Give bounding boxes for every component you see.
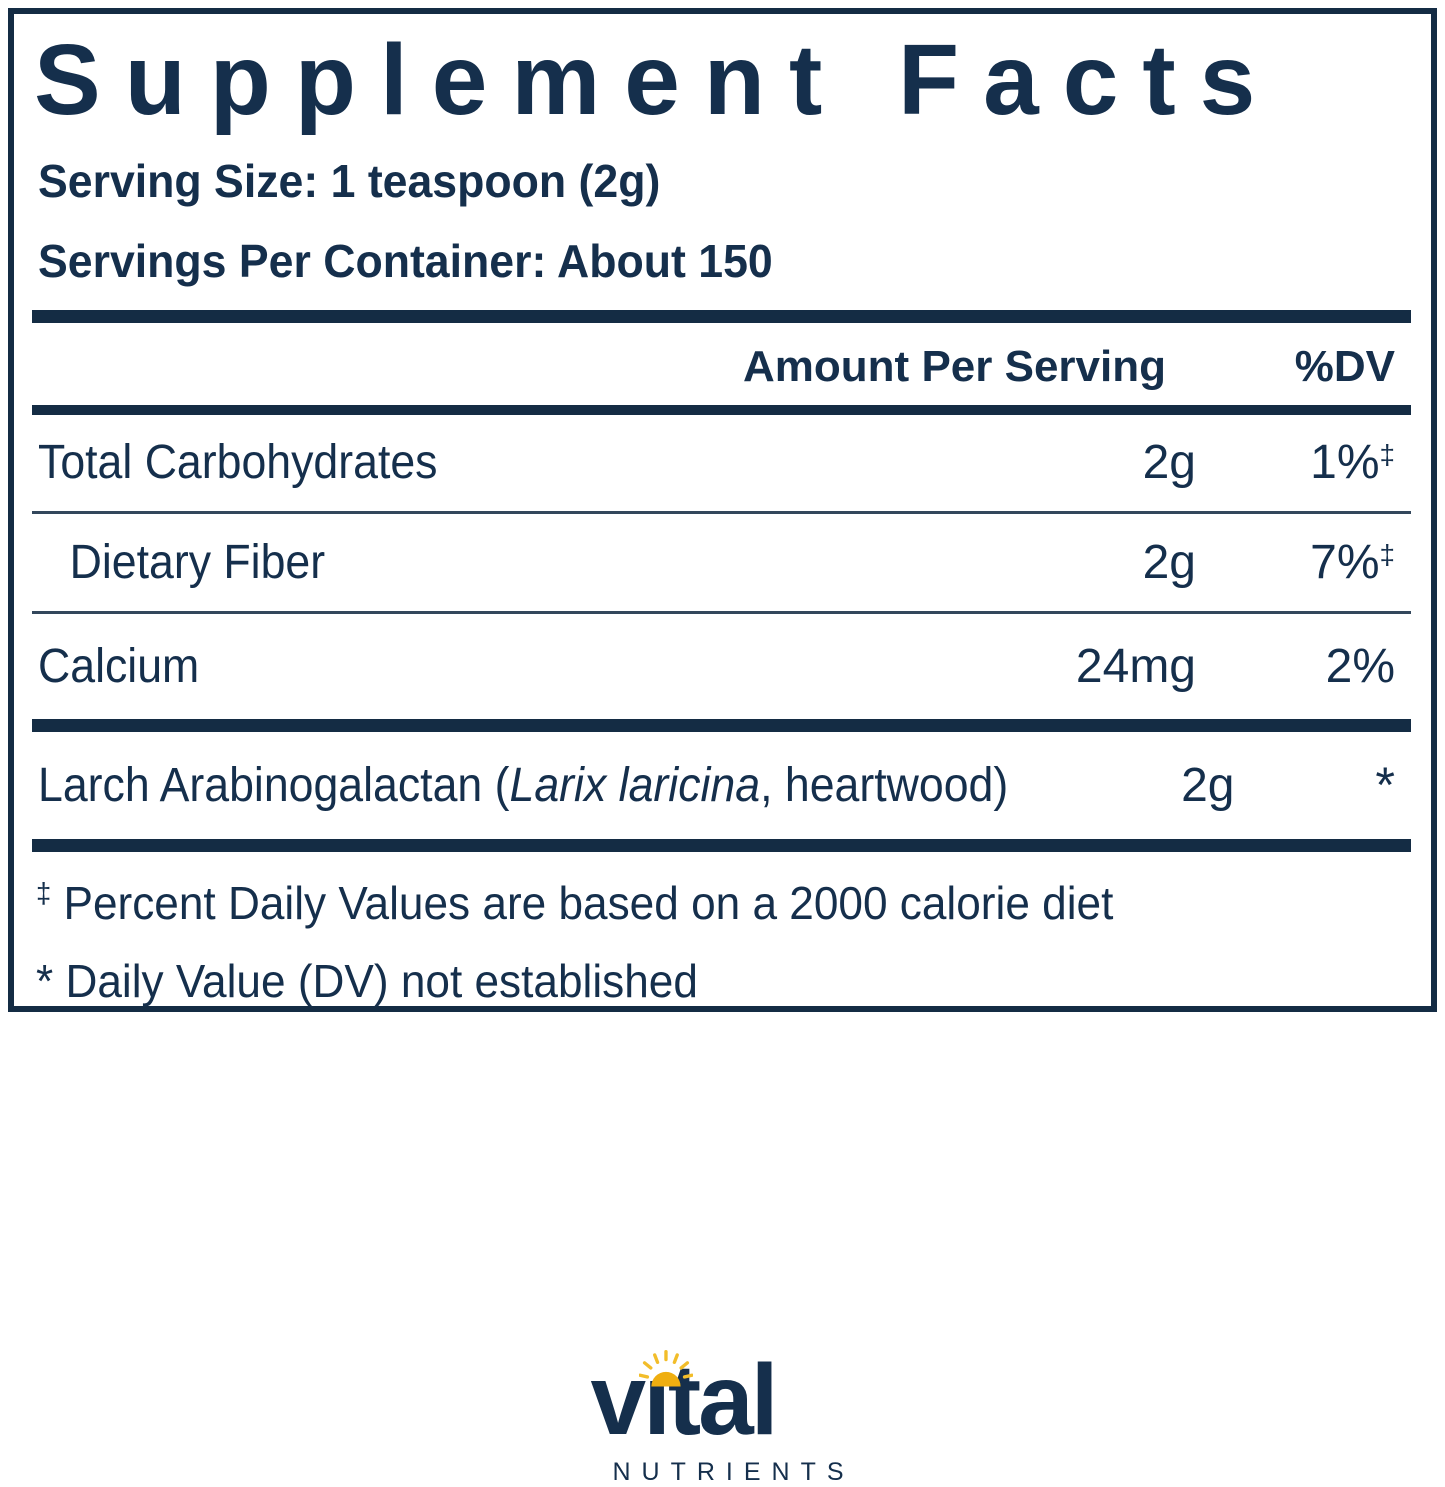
dv-value: 1%	[1310, 436, 1380, 489]
nutrient-dv: 1%‡	[1196, 439, 1411, 487]
dv-value: 2%	[1325, 639, 1395, 693]
brand-wordmark-wrap: vıtal	[590, 1349, 779, 1450]
nutrient-amount: 2g	[1142, 535, 1196, 589]
percent-dv-header: %DV	[1294, 342, 1395, 391]
nutrient-name: Dietary Fiber	[69, 535, 326, 589]
ingredient-amount: 2g	[1181, 758, 1235, 812]
ingredient-dv: *	[1235, 759, 1412, 811]
ingredient-latin-name: Larix laricina	[509, 758, 761, 812]
sun-icon	[638, 1349, 693, 1387]
nutrient-dv: 7%‡	[1196, 535, 1411, 589]
divider-thick-middle	[32, 719, 1411, 732]
supplement-facts-panel: Supplement Facts Serving Size: 1 teaspoo…	[8, 8, 1437, 1012]
table-row-larch-arabinogalactan: Larch Arabinogalactan (Larix laricina, h…	[32, 732, 1411, 839]
table-row-total-carbohydrates: Total Carbohydrates 2g 1%‡	[32, 415, 1411, 511]
divider-thick-bottom	[32, 839, 1411, 852]
divider-under-header	[32, 405, 1411, 415]
dv-asterisk: *	[1375, 756, 1395, 813]
footnote-percent-dv: ‡ Percent Daily Values are based on a 20…	[36, 880, 1356, 926]
brand-logo: vıtal NUTRIENTS	[590, 1349, 855, 1487]
serving-size-line: Serving Size: 1 teaspoon (2g)	[38, 155, 661, 207]
brand-subtext: NUTRIENTS	[612, 1458, 855, 1486]
nutrient-amount: 2g	[1142, 436, 1196, 489]
footnote-mark-doubledagger: ‡	[36, 878, 52, 910]
nutrient-name: Calcium	[38, 639, 200, 693]
footnote-dv-not-established: * Daily Value (DV) not established	[36, 958, 1356, 1004]
divider-thin-2	[32, 611, 1411, 614]
dv-value: 7%	[1310, 535, 1380, 589]
table-header-row: Amount Per Serving %DV	[32, 323, 1411, 389]
nutrient-dv: 2%	[1196, 639, 1411, 693]
servings-per-container-line: Servings Per Container: About 150	[38, 235, 773, 287]
dv-footnote-mark: ‡	[1379, 538, 1395, 570]
nutrient-name: Total Carbohydrates	[38, 436, 438, 489]
ingredient-name-prefix: Larch Arabinogalactan (	[38, 758, 510, 812]
footnote-text: Daily Value (DV) not established	[65, 955, 698, 1007]
ingredient-name: Larch Arabinogalactan (Larix laricina, h…	[38, 758, 1009, 812]
divider-thin-1	[32, 511, 1411, 514]
table-row-calcium: Calcium 24mg 2%	[32, 614, 1411, 719]
amount-per-serving-header: Amount Per Serving	[743, 342, 1166, 391]
dv-footnote-mark: ‡	[1379, 439, 1395, 470]
nutrient-amount: 24mg	[1075, 639, 1196, 693]
footnote-text: Percent Daily Values are based on a 2000…	[63, 877, 1114, 929]
footnote-mark-asterisk: *	[36, 955, 54, 1007]
panel-title: Supplement Facts	[34, 24, 1280, 136]
ingredient-name-suffix: , heartwood)	[760, 758, 1009, 812]
table-row-dietary-fiber: Dietary Fiber 2g 7%‡	[32, 514, 1411, 611]
divider-thick-top	[32, 310, 1411, 323]
